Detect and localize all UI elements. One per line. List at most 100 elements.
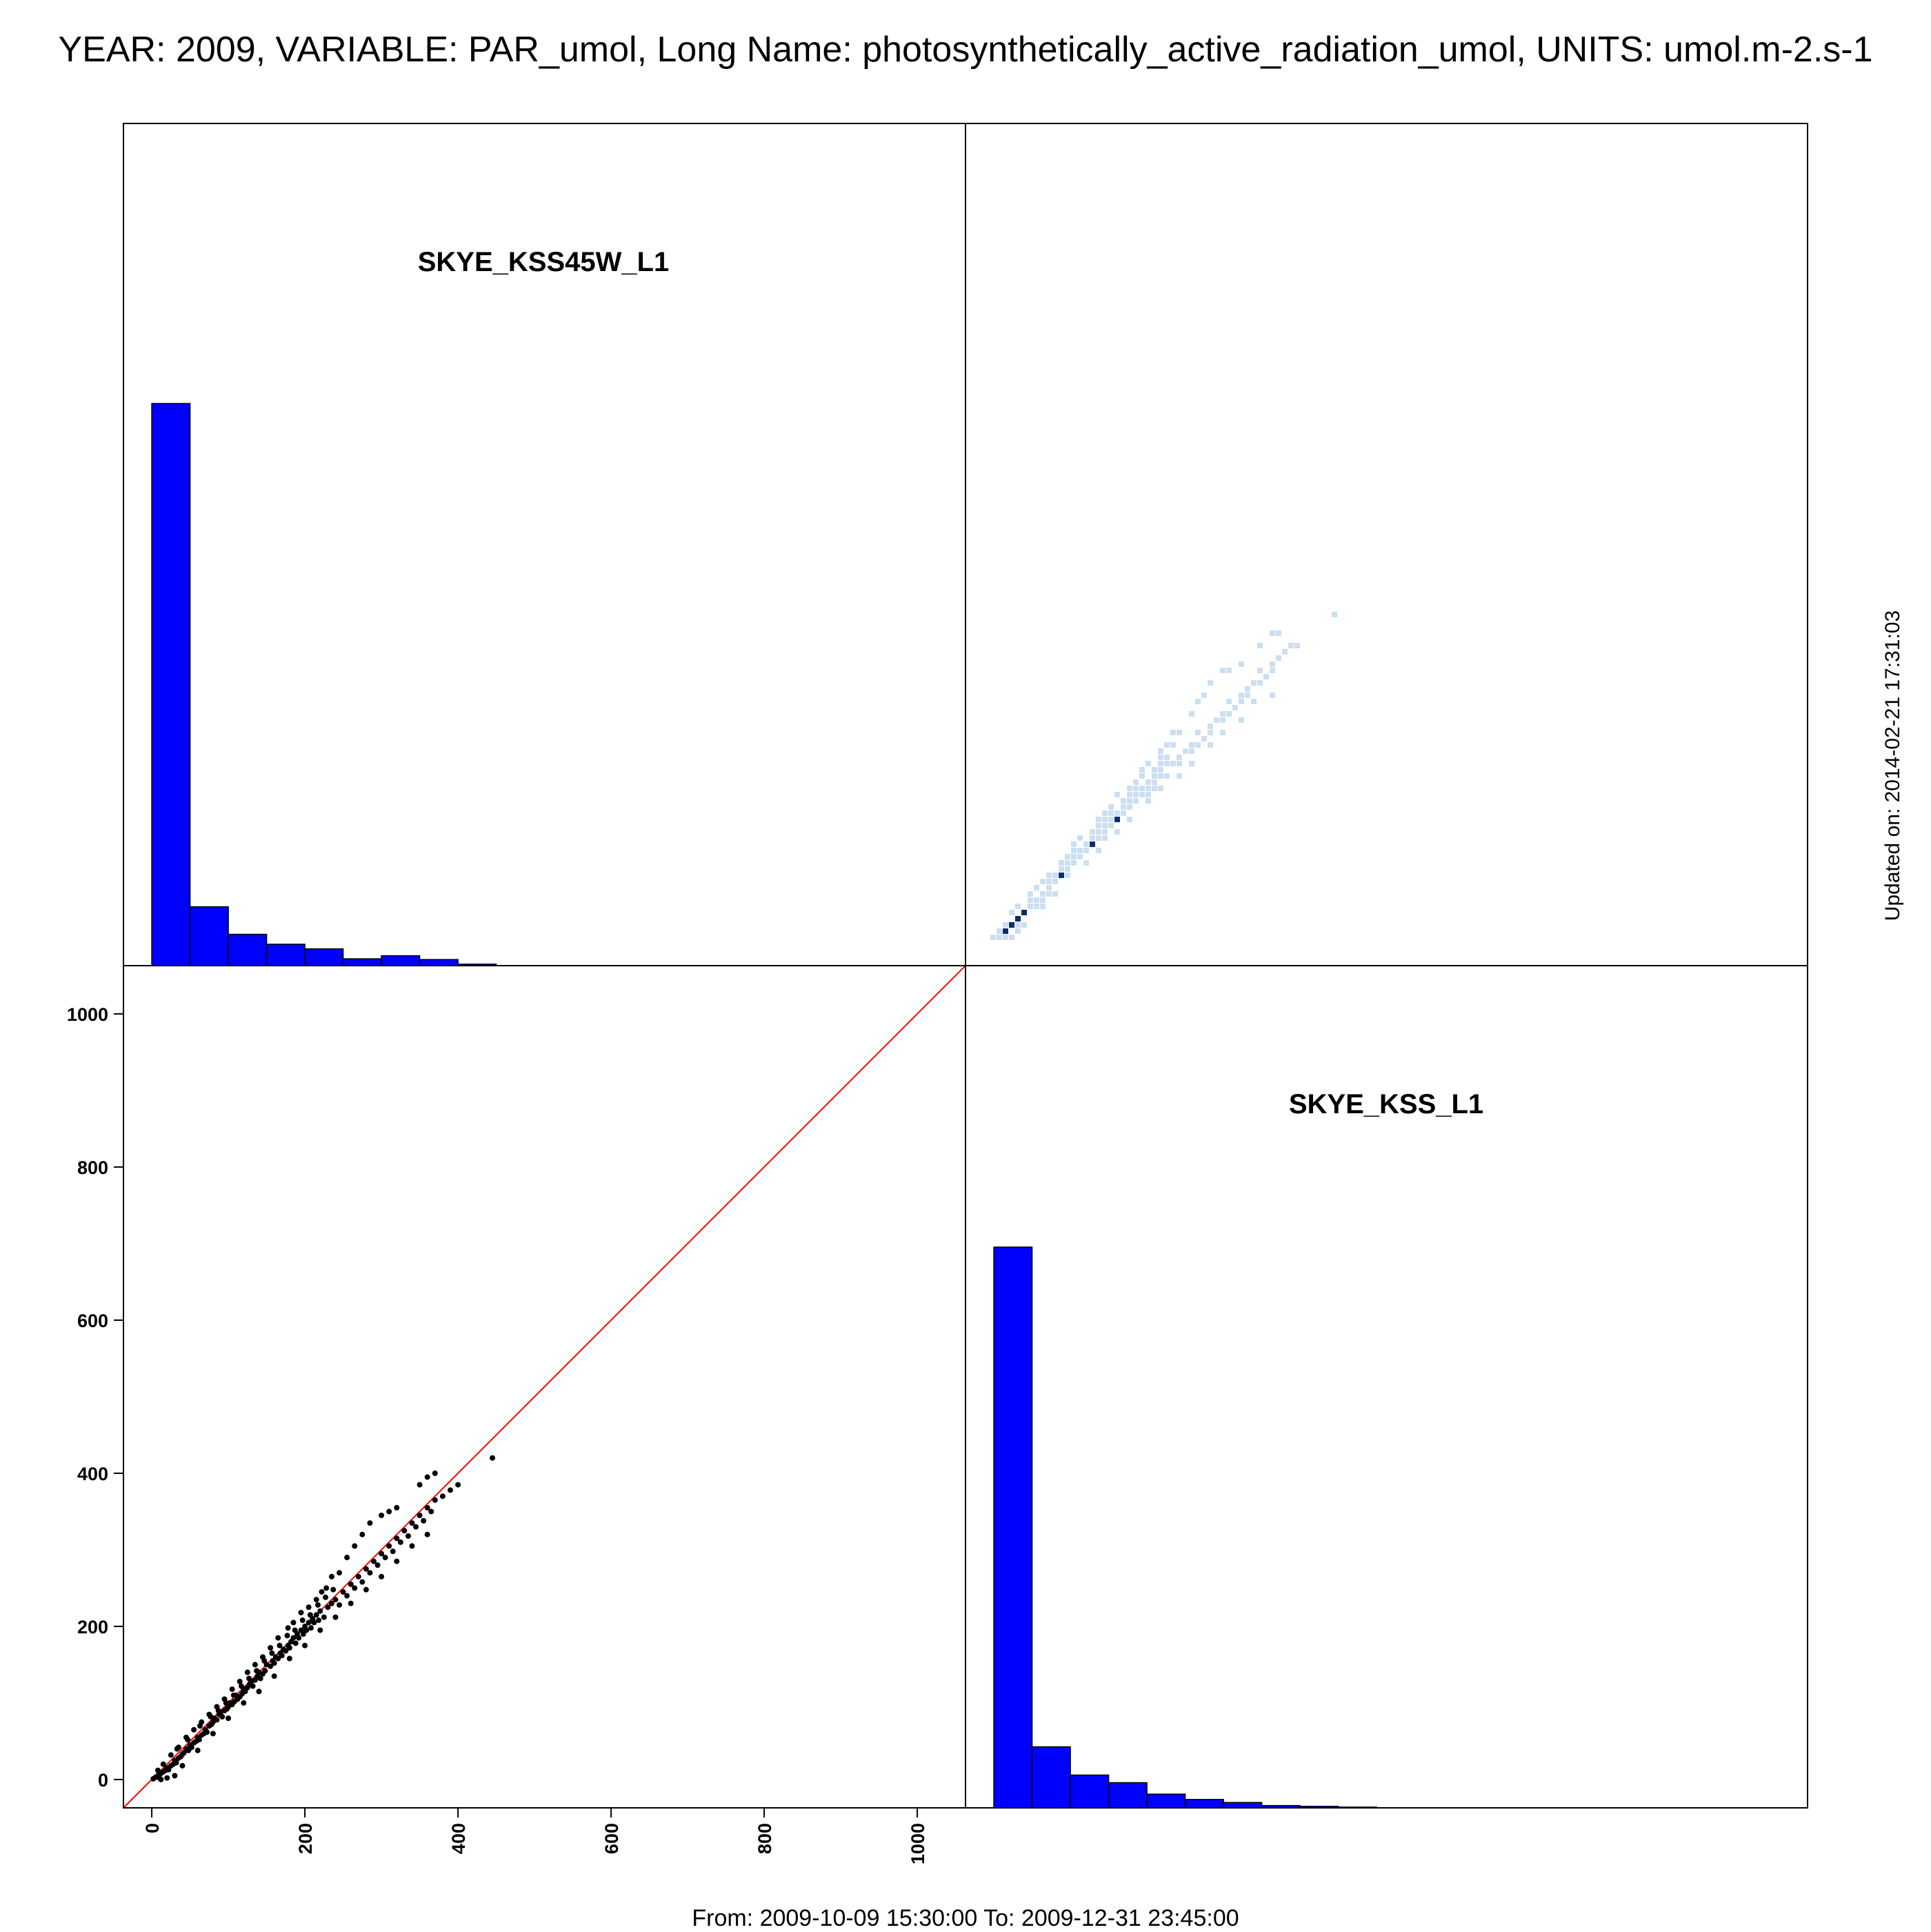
density-cell <box>1065 854 1070 859</box>
x-tick-label: 600 <box>601 1823 622 1854</box>
scatter-point <box>172 1773 178 1779</box>
scatter-point <box>154 1767 161 1773</box>
scatter-point <box>158 1776 164 1782</box>
scatter-point <box>250 1683 256 1689</box>
panel-title-skye-kss: SKYE_KSS_L1 <box>1289 1089 1483 1119</box>
density-cell <box>1251 680 1257 686</box>
scatter-point <box>286 1645 292 1651</box>
scatter-point <box>271 1673 277 1680</box>
density-cell <box>1170 730 1176 735</box>
density-cell <box>1077 835 1083 841</box>
scatter-point <box>164 1775 170 1781</box>
scatter-point <box>244 1669 250 1675</box>
density-cell <box>1164 773 1170 779</box>
scatter-point <box>168 1752 174 1758</box>
scatter-point <box>337 1570 343 1576</box>
scatter-point <box>317 1608 323 1614</box>
scatter-point <box>317 1627 323 1633</box>
density-cell <box>1145 761 1151 766</box>
panel-frame <box>123 123 1808 1809</box>
scatter-point <box>252 1662 258 1668</box>
scatter-point <box>203 1729 210 1735</box>
scatter-point <box>344 1555 350 1561</box>
density-cell <box>1294 643 1300 648</box>
scatter-point <box>219 1713 226 1720</box>
density-cell <box>1251 699 1257 704</box>
histogram-bar <box>993 1246 1033 1809</box>
scatter-point <box>330 1586 337 1593</box>
x-tick-label: 400 <box>448 1823 469 1854</box>
scatter-point <box>286 1655 292 1662</box>
density-cell <box>1108 810 1114 816</box>
density-cell <box>1177 773 1182 779</box>
density-cell <box>1201 693 1207 698</box>
density-cell <box>1108 823 1114 828</box>
density-cell <box>1220 730 1225 735</box>
scatter-point <box>261 1657 268 1664</box>
scatter-point <box>303 1627 310 1633</box>
density-cell <box>1046 891 1052 897</box>
scatter-point <box>269 1650 275 1656</box>
density-cell <box>1127 786 1132 791</box>
scatter-point <box>316 1617 322 1624</box>
scatter-point <box>160 1761 166 1767</box>
scatter-point <box>340 1589 346 1595</box>
scatter-point <box>413 1524 419 1530</box>
scatter-point <box>359 1531 366 1537</box>
density-cell <box>1220 717 1225 723</box>
density-cell <box>1096 835 1101 841</box>
scatter-point <box>313 1597 319 1603</box>
density-cell <box>1071 854 1077 859</box>
scatter-point <box>302 1642 308 1649</box>
density-cell <box>1177 730 1182 735</box>
density-cell <box>1226 668 1232 673</box>
scatter-point <box>197 1723 203 1729</box>
scatter-point <box>284 1633 290 1639</box>
scatter-point <box>299 1617 306 1624</box>
chart-title: YEAR: 2009, VARIABLE: PAR_umol, Long Nam… <box>58 30 1873 70</box>
density-cell <box>1015 916 1021 922</box>
density-cell <box>1152 773 1157 779</box>
density-cell <box>1245 693 1250 698</box>
scatter-point <box>194 1747 201 1753</box>
scatter-point <box>363 1586 369 1593</box>
density-cell <box>1052 891 1058 897</box>
scatter-point <box>208 1713 214 1720</box>
scatter-point <box>424 1504 430 1511</box>
x-tick-label: 1000 <box>908 1823 928 1864</box>
density-cell <box>1226 699 1232 704</box>
density-cell <box>1096 829 1101 835</box>
density-cell <box>1214 717 1219 723</box>
density-cell <box>1133 786 1139 791</box>
density-cell <box>1077 854 1083 859</box>
scatter-point <box>328 1573 334 1580</box>
scatter-point <box>323 1585 330 1591</box>
scatter-point <box>490 1455 496 1461</box>
density-cell <box>1096 823 1101 828</box>
density-cell <box>1139 792 1145 797</box>
density-cell <box>1257 680 1263 686</box>
density-cell <box>1270 630 1275 636</box>
scatter-point <box>257 1675 263 1682</box>
density-cell <box>1145 779 1151 785</box>
density-cell <box>1288 643 1294 648</box>
density-cell <box>1152 786 1157 791</box>
density-cell <box>1114 817 1120 822</box>
scatter-point <box>246 1675 252 1682</box>
density-cell <box>1121 810 1126 816</box>
histogram-bar <box>1031 1746 1071 1809</box>
density-cell <box>1046 873 1052 878</box>
scatter-point <box>405 1533 411 1539</box>
scatter-point <box>379 1573 385 1580</box>
scatter-point <box>241 1700 247 1706</box>
scatter-point <box>311 1620 317 1626</box>
density-cell <box>1090 841 1095 847</box>
scatter-point <box>214 1717 220 1723</box>
scatter-point <box>390 1548 396 1555</box>
scatter-point <box>307 1612 313 1618</box>
scatter-point <box>337 1602 343 1608</box>
scatter-point <box>296 1635 302 1641</box>
density-cell <box>1034 897 1039 903</box>
density-cell <box>997 928 1002 934</box>
density-cell <box>1332 612 1337 617</box>
